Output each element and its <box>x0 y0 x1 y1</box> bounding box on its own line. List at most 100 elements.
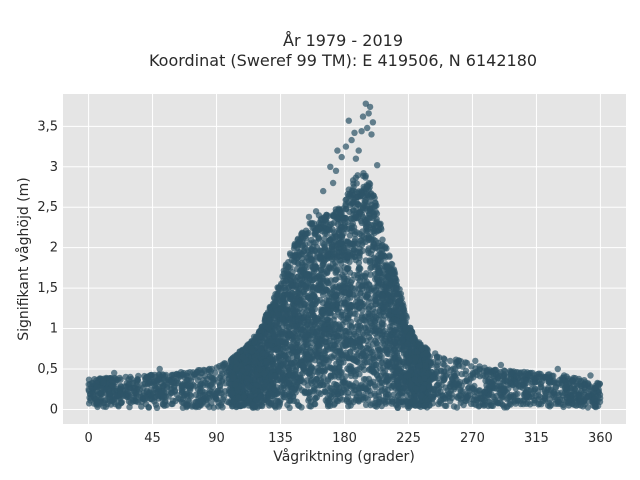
data-point <box>239 353 246 361</box>
data-point <box>585 393 592 400</box>
data-point <box>504 403 511 410</box>
data-point <box>287 251 294 259</box>
data-point <box>303 272 310 279</box>
data-point <box>392 298 399 305</box>
data-point <box>391 308 398 315</box>
data-point <box>224 398 231 405</box>
data-point <box>350 271 358 279</box>
data-point <box>302 309 309 317</box>
data-point <box>366 387 373 395</box>
data-point <box>218 378 226 385</box>
data-point <box>433 354 441 361</box>
data-point <box>279 371 287 378</box>
data-point <box>358 211 366 218</box>
data-point <box>240 393 248 401</box>
data-points <box>85 100 604 411</box>
data-point <box>381 388 388 395</box>
data-point <box>400 377 407 385</box>
data-point <box>496 399 504 407</box>
data-point <box>272 355 280 363</box>
data-point <box>364 247 372 254</box>
data-point <box>138 403 145 410</box>
data-point <box>313 328 320 336</box>
data-point <box>437 400 445 407</box>
data-point <box>296 346 303 354</box>
data-point <box>302 230 309 237</box>
data-point <box>347 240 354 247</box>
data-point <box>531 385 539 392</box>
data-point <box>538 401 545 408</box>
data-point <box>90 392 97 399</box>
data-point <box>303 331 311 338</box>
data-point <box>525 371 532 378</box>
data-point <box>359 247 366 254</box>
data-point <box>347 372 355 379</box>
data-point <box>298 320 306 328</box>
data-point <box>476 402 483 409</box>
data-point <box>153 404 161 411</box>
data-point <box>316 361 323 368</box>
data-point <box>357 283 365 290</box>
data-point <box>356 230 363 238</box>
data-point <box>296 333 303 340</box>
data-point <box>374 344 381 351</box>
data-point <box>341 296 348 303</box>
data-point <box>456 379 464 386</box>
data-point <box>319 306 326 314</box>
data-point <box>290 338 297 345</box>
data-point <box>100 375 107 382</box>
data-point <box>561 384 569 392</box>
data-point <box>366 257 373 264</box>
data-point <box>135 372 142 380</box>
data-point <box>360 201 367 208</box>
data-point <box>293 298 301 305</box>
data-point <box>144 374 151 381</box>
data-point <box>297 328 305 335</box>
data-point <box>370 192 377 199</box>
data-point <box>152 377 159 385</box>
data-point <box>451 380 459 388</box>
data-point <box>264 398 272 405</box>
data-point <box>312 395 319 402</box>
data-point <box>304 264 311 271</box>
data-point <box>340 278 348 285</box>
data-point <box>359 316 366 324</box>
data-point <box>359 239 366 246</box>
data-point <box>381 341 388 348</box>
data-point <box>338 260 345 267</box>
data-point <box>379 236 386 243</box>
data-point <box>257 393 264 400</box>
data-point <box>372 383 379 391</box>
data-point <box>357 274 364 281</box>
data-point <box>251 337 258 345</box>
data-point <box>347 252 354 259</box>
data-point <box>337 348 344 356</box>
data-point <box>324 251 331 258</box>
data-point <box>314 342 322 349</box>
data-point <box>179 382 186 390</box>
data-point <box>406 356 413 364</box>
data-point <box>328 354 336 362</box>
data-point <box>350 383 358 390</box>
data-point <box>217 373 224 380</box>
data-point <box>378 377 385 385</box>
data-point <box>545 378 552 385</box>
data-point <box>283 311 290 318</box>
data-point <box>282 306 290 313</box>
data-point <box>263 342 270 350</box>
data-point <box>306 295 313 302</box>
data-point <box>443 402 450 410</box>
data-point <box>346 322 353 329</box>
data-point <box>319 277 327 284</box>
data-point <box>104 400 111 408</box>
data-point <box>522 377 530 385</box>
data-point <box>365 286 373 293</box>
data-point <box>343 265 351 272</box>
data-point <box>334 241 341 249</box>
data-point <box>596 391 604 398</box>
data-point <box>106 395 113 403</box>
data-point <box>319 314 326 321</box>
data-point <box>361 278 368 285</box>
data-point <box>357 265 364 272</box>
